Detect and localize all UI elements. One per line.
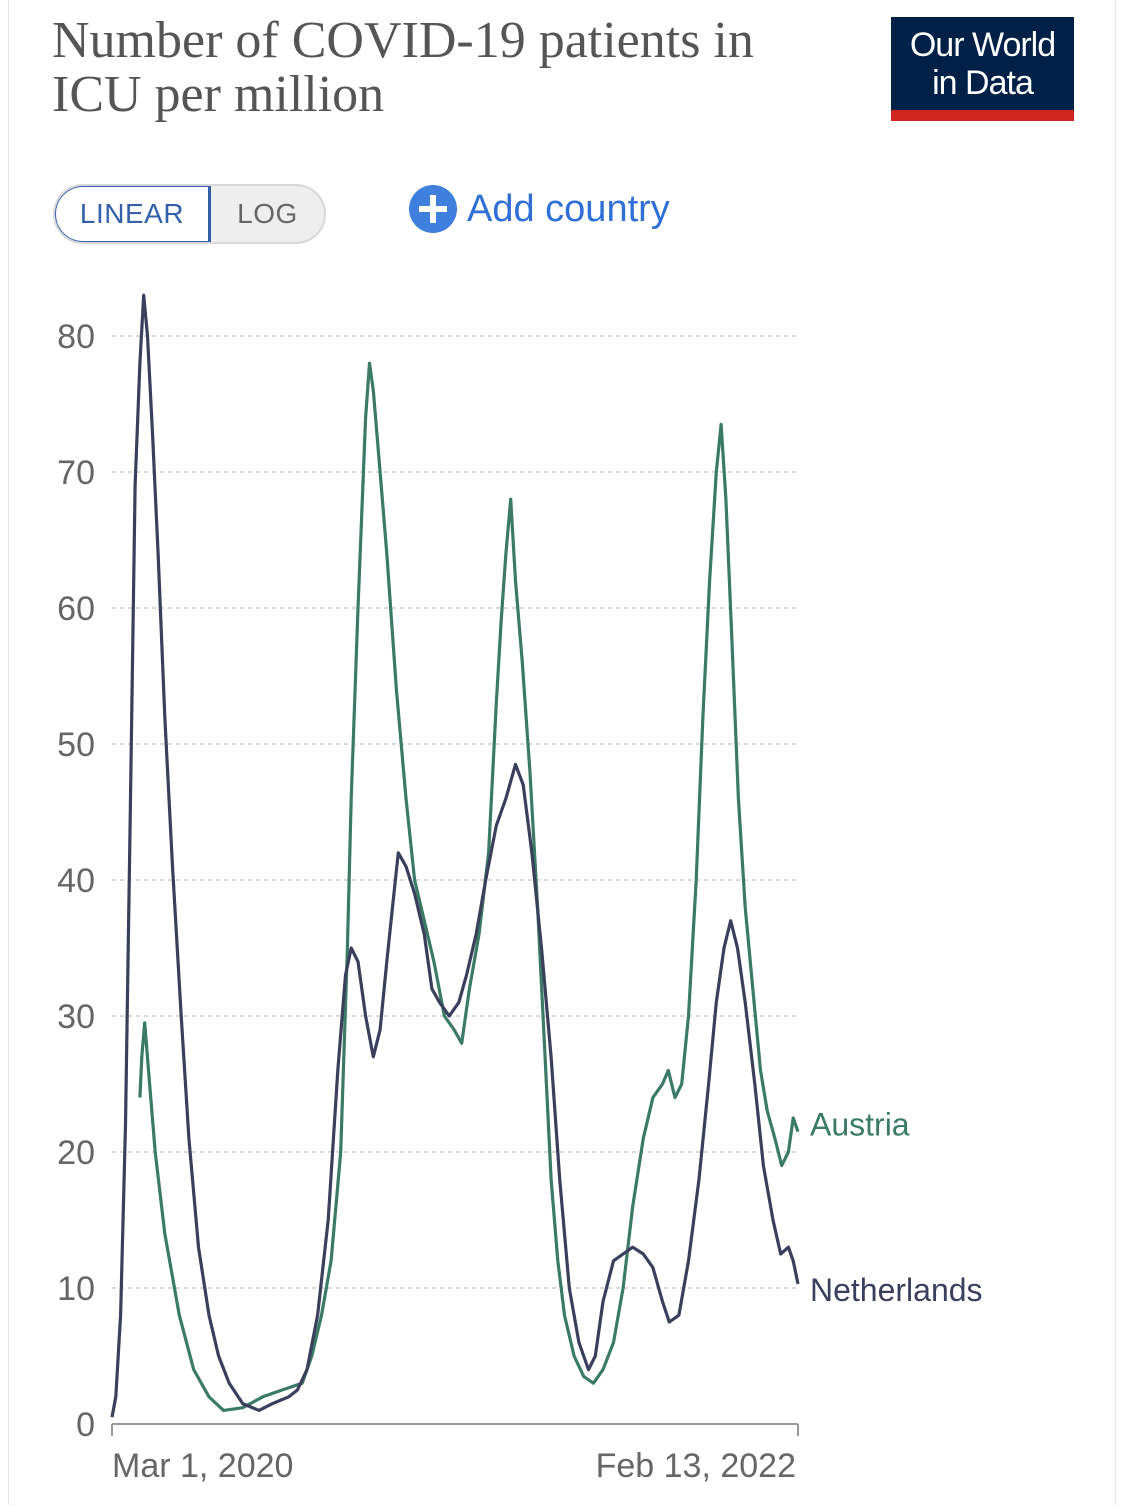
series-labels: Austria Netherlands (810, 1107, 983, 1308)
x-axis: Mar 1, 2020 Feb 13, 2022 (111, 1423, 799, 1485)
y-tick-label: 40 (57, 862, 95, 900)
series-line-austria (138, 361, 800, 1412)
y-tick-label: 50 (57, 726, 95, 764)
y-tick-label: 20 (57, 1134, 95, 1172)
log-scale-button[interactable]: LOG (237, 198, 298, 229)
add-country-button[interactable]: Add country (409, 184, 670, 234)
add-country-label: Add country (467, 187, 670, 230)
linear-scale-button[interactable]: LINEAR (55, 186, 211, 242)
y-tick-label: 60 (57, 590, 95, 628)
series-label-netherlands: Netherlands (810, 1272, 983, 1308)
series-lines (110, 293, 800, 1418)
y-tick-label: 10 (57, 1270, 95, 1308)
owid-logo[interactable]: Our World in Data (891, 17, 1074, 121)
logo-line-2: in Data (932, 64, 1034, 102)
y-tick-label: 70 (57, 454, 95, 492)
x-tick-label: Mar 1, 2020 (112, 1447, 293, 1485)
scale-toggle: LINEAR LOG (53, 184, 326, 244)
y-tick-label: 0 (76, 1406, 95, 1444)
chart-card (8, 0, 1116, 1505)
series-line-netherlands (110, 293, 800, 1418)
x-tick-label: Feb 13, 2022 (596, 1447, 796, 1485)
chart-title: Number of COVID-19 patients in ICU per m… (52, 12, 754, 123)
plus-circle-icon (409, 185, 457, 233)
y-tick-label: 30 (57, 998, 95, 1036)
series-label-austria: Austria (810, 1107, 910, 1143)
logo-line-1: Our World (909, 26, 1056, 64)
y-tick-label: 80 (57, 318, 95, 356)
